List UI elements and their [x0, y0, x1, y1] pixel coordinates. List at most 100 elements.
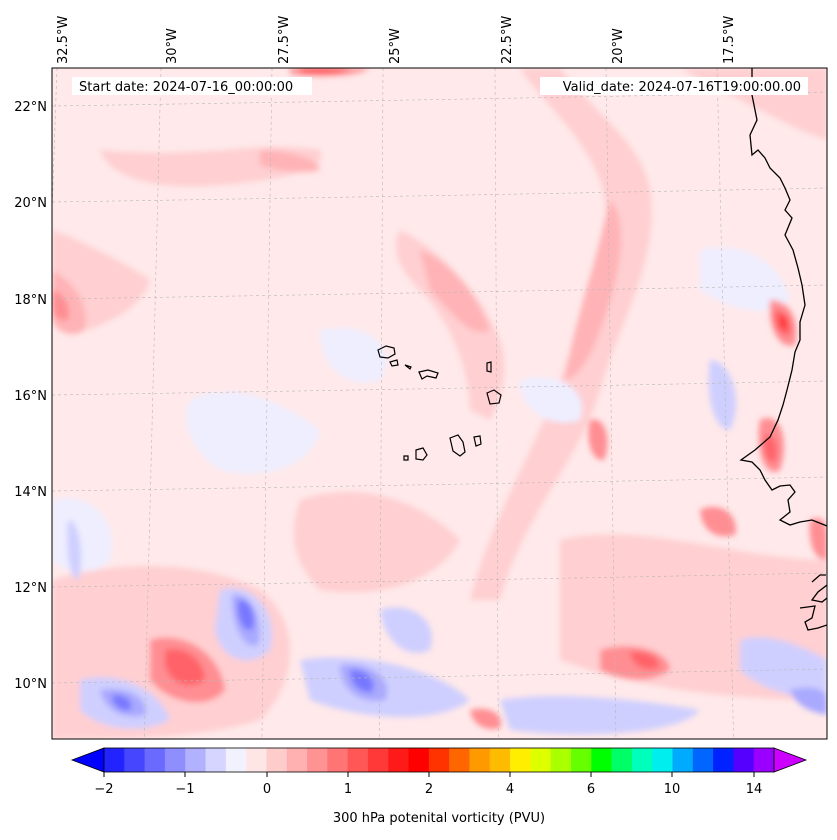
pv-band-blue-faint: [520, 377, 582, 423]
pv-band-blue-mid: [790, 687, 827, 715]
graticule-parallel: [52, 91, 827, 107]
lat-label: 16°N: [14, 389, 47, 404]
colorbar: −2 −1 0 1 2 4 6 10 14 300 hPa potenital …: [70, 747, 808, 826]
colorbar-segment: [185, 748, 207, 772]
colorbar-tick-label: 14: [746, 782, 763, 797]
colorbar-segment: [246, 748, 267, 772]
lon-label: 27.5°W: [277, 16, 292, 64]
colorbar-segment: [347, 748, 369, 772]
pv-band-pink-mid: [260, 150, 320, 173]
colorbar-segment: [733, 748, 755, 772]
colorbar-segment: [510, 748, 531, 772]
island-fogo: [415, 447, 428, 461]
lon-label: 32.5°W: [56, 16, 71, 64]
graticule-parallel: [52, 668, 827, 684]
graticule-parallel: [52, 572, 827, 588]
colorbar-tick-label: 2: [425, 782, 433, 797]
graticule-parallel: [52, 476, 827, 492]
pv-band-pink: [470, 68, 652, 600]
colorbar-tick-label: 4: [506, 782, 514, 797]
colorbar-ticks: [103, 772, 755, 777]
pv-band-pink-mid: [420, 250, 490, 332]
colorbar-tick-label: −2: [94, 782, 113, 797]
pv-band-red-light: [700, 506, 736, 537]
africa-coastline: [810, 584, 827, 603]
colorbar-segment: [672, 748, 694, 772]
colorbar-frame: [103, 747, 775, 773]
pv-band-blue-light: [380, 607, 432, 654]
colorbar-segment: [428, 748, 450, 772]
start-date-label: Start date: 2024-07-16_00:00:00: [79, 80, 293, 95]
colorbar-segment: [144, 748, 166, 772]
island-sao-vicente: [389, 359, 399, 367]
pv-band-pink-mid: [565, 200, 621, 380]
colorbar-tick-label: 0: [263, 782, 271, 797]
pv-band-blue-light: [708, 360, 737, 430]
pv-band-pink: [396, 230, 505, 420]
pv-band-red-light: [588, 419, 608, 461]
pv-band-blue-strong: [112, 694, 132, 711]
pv-band-blue-faint: [186, 391, 320, 474]
colorbar-segment: [205, 748, 227, 772]
lon-label: 22.5°W: [500, 16, 515, 64]
pv-band-red-mid: [764, 434, 777, 463]
africa-coastline: [811, 574, 826, 583]
pv-band-red-strong: [779, 315, 788, 330]
pv-band-red-light: [809, 518, 827, 560]
colorbar-segments: [104, 748, 775, 772]
pv-band-red-strong: [300, 68, 350, 73]
colorbar-segment: [550, 748, 572, 772]
colorbar-low-extension: [70, 747, 105, 773]
colorbar-segment: [327, 748, 349, 772]
pv-band-red-light: [470, 708, 501, 730]
colorbar-tick-label: 10: [664, 782, 681, 797]
colorbar-segment: [367, 748, 389, 772]
colorbar-tick-label: 1: [344, 782, 352, 797]
graticule-meridian: [716, 68, 734, 739]
map-panel[interactable]: Start date: 2024-07-16_00:00:00 Valid_da…: [34, 68, 827, 739]
colorbar-segment: [570, 748, 592, 772]
island-santo-antao: [377, 345, 396, 359]
colorbar-segment: [591, 748, 613, 772]
africa-coastline: [739, 68, 827, 527]
pv-band-red-light: [52, 290, 69, 321]
colorbar-segment: [286, 748, 308, 772]
pv-band-pink: [294, 492, 460, 593]
start-date-box: [72, 77, 312, 95]
pv-band-blue-light: [740, 637, 827, 700]
lon-label: 17.5°W: [722, 16, 737, 64]
pv-band-blue-faint: [52, 498, 112, 572]
graticule-parallel: [52, 380, 827, 396]
colorbar-segment: [124, 748, 146, 772]
longitude-labels: 32.5°W 30°W 27.5°W 25°W 22.5°W 20°W 17.5…: [56, 16, 737, 64]
pv-band-blue-light: [500, 695, 700, 735]
map-frame: [51, 67, 828, 740]
graticule: [52, 68, 827, 739]
colorbar-segment: [104, 748, 125, 772]
colorbar-segment: [530, 748, 552, 772]
island-sao-nicolau: [418, 369, 439, 380]
lon-label: 25°W: [388, 28, 403, 64]
pv-band-blue-strong: [237, 599, 255, 631]
lat-label: 10°N: [14, 677, 47, 692]
island-brava: [403, 455, 409, 461]
pv-band-blue-faint: [320, 328, 387, 383]
colorbar-segment: [489, 748, 511, 772]
pv-band-red-mid: [165, 649, 205, 685]
colorbar-segment: [164, 748, 186, 772]
colorbar-title: 300 hPa potenital vorticity (PVU): [333, 811, 545, 826]
lon-label: 30°W: [165, 28, 180, 64]
colorbar-segment: [225, 748, 247, 772]
lat-label: 18°N: [14, 293, 47, 308]
lat-label: 12°N: [14, 581, 47, 596]
colorbar-tick-labels: −2 −1 0 1 2 4 6 10 14: [94, 782, 762, 797]
colorbar-segment: [652, 748, 673, 772]
graticule-meridian: [143, 68, 162, 739]
lon-label: 20°W: [611, 28, 626, 64]
colorbar-segment: [753, 748, 775, 772]
pv-band-blue-light: [67, 520, 82, 580]
lat-label: 22°N: [14, 100, 47, 115]
graticule-parallel: [52, 284, 827, 300]
